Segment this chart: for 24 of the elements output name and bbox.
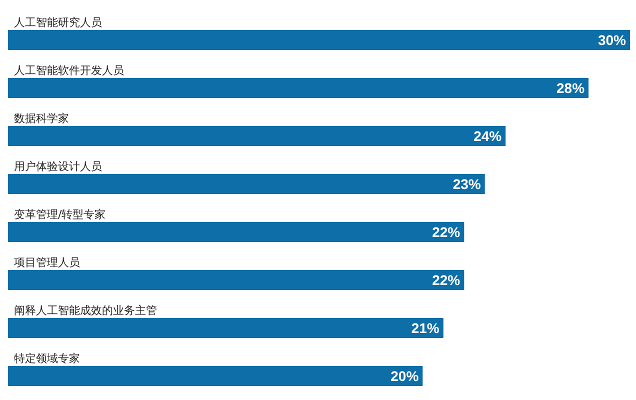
y-tick-label: 人工智能软件开发人员 [14,64,124,77]
y-tick-label: 人工智能研究人员 [14,16,102,29]
data-label: 21% [411,320,440,336]
data-label: 23% [452,176,482,192]
bar [8,174,485,194]
y-tick-label: 项目管理人员 [14,256,80,269]
bar [8,30,630,50]
y-tick-label: 阐释人工智能成效的业务主管 [14,304,157,317]
data-label: 30% [598,32,627,48]
bar [8,78,589,98]
data-label: 22% [432,272,461,288]
data-label: 28% [556,80,586,96]
data-label: 20% [390,368,420,384]
bar [8,222,464,242]
bar [8,318,444,338]
y-tick-label: 特定领域专家 [14,352,80,365]
y-tick-label: 变革管理/转型专家 [14,208,106,221]
bar [8,126,506,146]
bar [8,270,464,290]
data-label: 24% [474,128,502,144]
y-tick-label: 数据科学家 [14,112,69,125]
data-label: 22% [432,224,461,240]
bar [8,366,423,386]
y-tick-label: 用户体验设计人员 [14,160,102,173]
